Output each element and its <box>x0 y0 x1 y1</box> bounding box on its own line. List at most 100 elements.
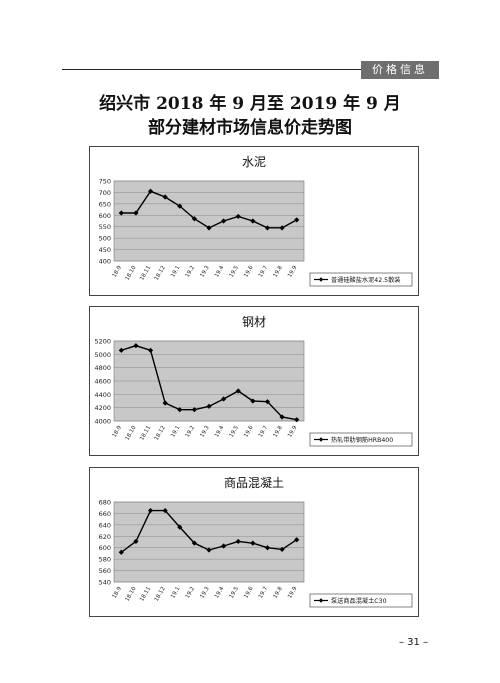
chart-steel: 钢材 4000 4200 4400 4600 4800 5000 5200 18.9 18.10 1… <box>89 306 419 456</box>
data-point <box>221 218 227 224</box>
legend-box <box>309 432 413 447</box>
data-point <box>221 396 227 402</box>
y-tick-label: 750 <box>99 178 111 186</box>
plot-area <box>113 180 305 262</box>
data-point <box>118 210 124 216</box>
chart-svg-0: 水泥 400 450 500 550 600 650 700 750 18.9 18.10 18.11… <box>99 155 413 287</box>
chart-concrete: 商品混凝土 540 560 580 600 620 640 660 680 18.9 18.10 18… <box>89 467 419 617</box>
x-tick-label: 18.9 <box>112 425 124 439</box>
x-tick-label: 19.4 <box>214 265 226 279</box>
x-tick-label: 19.3 <box>199 265 211 279</box>
x-tick-label: 19.1 <box>170 586 181 600</box>
x-tick-label: 19.5 <box>229 586 241 600</box>
y-tick-label: 4200 <box>94 404 111 412</box>
y-tick-label: 550 <box>99 223 111 231</box>
header-rule <box>62 69 380 70</box>
data-point <box>162 194 168 200</box>
x-tick-label: 19.3 <box>199 586 211 600</box>
x-tick-label: 19.2 <box>185 425 196 439</box>
x-tick-label: 19.7 <box>258 425 270 439</box>
x-tick-label: 19.8 <box>272 586 284 600</box>
data-point <box>279 414 285 420</box>
data-point <box>147 188 154 194</box>
x-tick-label: 19.3 <box>199 425 211 439</box>
y-tick-label: 4600 <box>94 378 111 386</box>
chart-cement: 水泥 400 450 500 550 600 650 700 750 18.9 18.10 18.11… <box>89 146 419 296</box>
x-tick-label: 19.9 <box>287 425 299 439</box>
y-tick-label: 4000 <box>94 418 111 426</box>
x-tick-label: 19.9 <box>287 265 299 279</box>
y-tick-label: 560 <box>99 567 111 575</box>
x-tick-label: 18.11 <box>139 425 152 442</box>
x-tick-label: 19.5 <box>229 265 241 279</box>
legend-label: 普通硅酸盐水泥42.5散装 <box>331 276 400 284</box>
y-tick-label: 580 <box>99 556 111 564</box>
x-tick-label: 18.11 <box>139 586 152 603</box>
section-tag: 价格信息 <box>361 61 439 79</box>
y-tick-label: 500 <box>99 235 111 243</box>
x-tick-label: 18.10 <box>125 265 138 282</box>
y-tick-label: 660 <box>99 510 111 518</box>
legend-marker <box>318 277 324 282</box>
x-tick-label: 19.5 <box>229 425 241 439</box>
x-tick-label: 19.8 <box>272 425 284 439</box>
data-point <box>235 388 241 394</box>
y-tick-label: 540 <box>99 579 111 587</box>
data-point <box>206 547 212 553</box>
x-tick-label: 19.2 <box>185 586 196 600</box>
legend-label: 热轧带肋钢筋HRB400 <box>331 436 393 444</box>
y-tick-label: 640 <box>99 521 111 529</box>
y-tick-label: 680 <box>99 499 111 507</box>
y-tick-label: 4400 <box>94 391 111 399</box>
data-point <box>177 203 183 209</box>
plot-area <box>113 501 305 583</box>
data-point <box>264 225 271 231</box>
x-tick-label: 18.10 <box>125 425 138 442</box>
x-tick-label: 19.6 <box>243 586 255 600</box>
y-tick-label: 4800 <box>94 364 111 372</box>
chart-title: 水泥 <box>242 155 266 169</box>
x-tick-label: 19.4 <box>214 586 226 600</box>
legend-box <box>309 593 413 608</box>
x-tick-label: 19.7 <box>258 586 270 600</box>
data-point <box>250 218 256 224</box>
legend-marker <box>318 437 324 442</box>
data-point <box>162 400 168 406</box>
data-point <box>133 210 139 216</box>
y-tick-label: 600 <box>99 544 111 552</box>
data-point <box>191 216 197 222</box>
x-tick-label: 19.1 <box>170 425 181 439</box>
y-tick-label: 650 <box>99 200 111 208</box>
page-title: 绍兴市 2018 年 9 月至 2019 年 9 月 部分建材市场信息价走势图 <box>0 92 500 140</box>
legend-label: 泵送商品混凝土C30 <box>331 597 387 605</box>
x-tick-label: 18.12 <box>154 265 167 282</box>
page-number: – 31 – <box>399 637 429 648</box>
y-tick-label: 5000 <box>94 351 111 359</box>
y-tick-label: 400 <box>99 258 111 266</box>
x-tick-label: 18.9 <box>112 265 124 279</box>
x-tick-label: 19.1 <box>170 265 181 279</box>
x-tick-label: 18.10 <box>125 586 138 603</box>
y-tick-label: 700 <box>99 189 111 197</box>
x-tick-label: 18.12 <box>154 425 167 442</box>
x-tick-label: 19.4 <box>214 425 226 439</box>
x-tick-label: 19.9 <box>287 586 299 600</box>
y-tick-label: 450 <box>99 246 111 254</box>
title-line-2: 部分建材市场信息价走势图 <box>148 118 352 138</box>
data-point <box>221 543 227 549</box>
data-point <box>206 225 212 231</box>
data-point <box>250 398 256 404</box>
x-tick-label: 19.2 <box>185 265 196 279</box>
y-tick-label: 600 <box>99 212 111 220</box>
chart-title: 钢材 <box>242 315 266 329</box>
x-tick-label: 18.12 <box>154 586 167 603</box>
x-tick-label: 19.6 <box>243 265 255 279</box>
legend-marker <box>318 598 324 603</box>
x-tick-label: 18.9 <box>112 586 124 600</box>
x-tick-label: 19.8 <box>272 265 284 279</box>
title-line-1: 绍兴市 2018 年 9 月至 2019 年 9 月 <box>99 94 401 114</box>
legend-box <box>309 272 413 287</box>
x-tick-label: 18.11 <box>139 265 152 282</box>
